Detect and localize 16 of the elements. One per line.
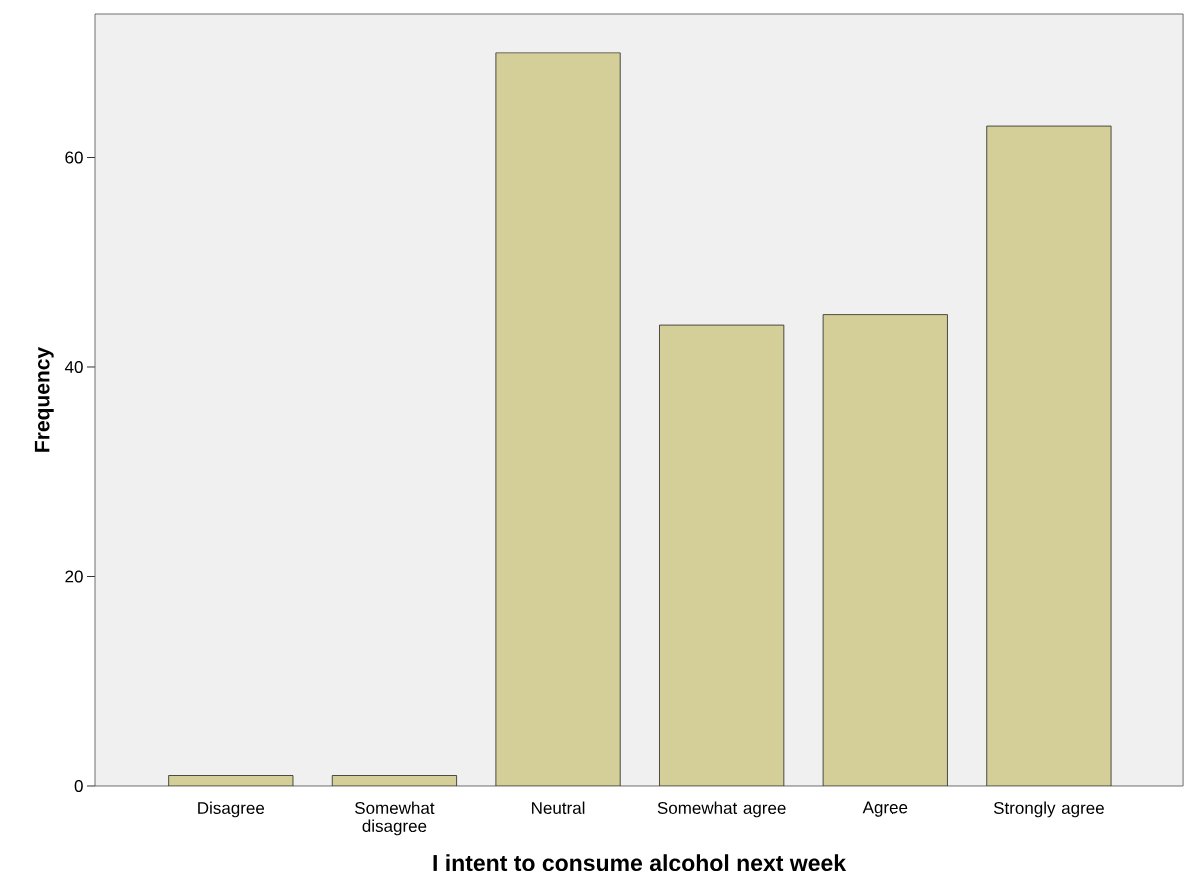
bar	[495, 52, 621, 786]
y-tick-label: 40	[64, 360, 83, 374]
y-tick-label: 60	[65, 151, 83, 164]
bar	[659, 325, 784, 786]
bar	[986, 125, 1112, 786]
bar	[823, 314, 948, 786]
x-axis-title: I intent to consume alcohol next week	[433, 854, 847, 872]
x-tick-label: Somewhat disagree	[355, 801, 435, 836]
y-tick-label: 20	[65, 570, 83, 583]
x-tick-label: Neutral	[532, 801, 585, 815]
y-tick-label: 0	[74, 779, 83, 793]
x-tick-label: Disagree	[198, 801, 265, 818]
x-tick-label: Agree	[862, 801, 908, 817]
y-axis-title: Frequency	[34, 347, 54, 452]
x-tick-label: Strongly agree	[993, 801, 1104, 818]
x-tick-label: Somewhat agree	[657, 801, 786, 818]
